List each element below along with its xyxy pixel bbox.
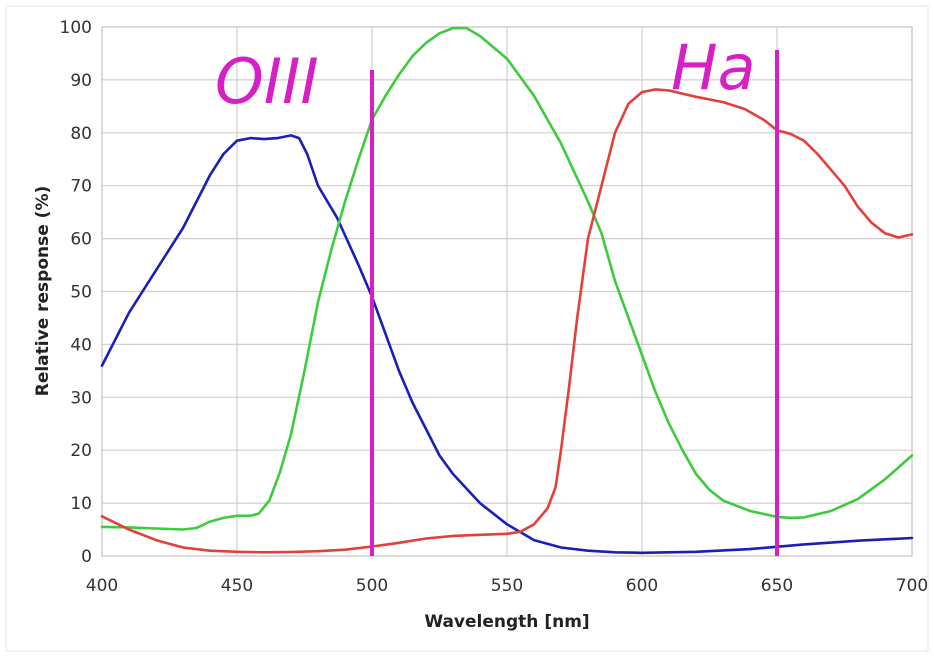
y-tick-label-100: 100 [60,18,92,38]
marker-label-ha: Ha [671,31,756,104]
series-blue-line [100,134,914,555]
x-axis-label: Wavelength [nm] [424,612,589,632]
marker-label-oiii: OIII [215,45,319,118]
x-tick-label-400: 400 [86,576,118,596]
x-tick-label-650: 650 [761,576,793,596]
y-tick-label-70: 70 [70,177,92,197]
plot-area-border [101,26,913,557]
x-tick-label-450: 450 [221,576,253,596]
y-tick-label-50: 50 [70,283,92,303]
x-tick-label-500: 500 [356,576,388,596]
series-red-line [100,88,914,554]
y-tick-label-30: 30 [70,388,92,408]
y-tick-label-60: 60 [70,230,92,250]
series-green-line [100,26,914,531]
x-tick-label-600: 600 [626,576,658,596]
x-tick-label-700: 700 [896,576,928,596]
y-tick-label-20: 20 [70,441,92,461]
outer-frame [5,5,929,652]
x-tick-label-550: 550 [491,576,523,596]
y-tick-label-40: 40 [70,335,92,355]
y-tick-label-0: 0 [81,547,92,567]
y-tick-label-80: 80 [70,124,92,144]
series-group [100,26,914,555]
y-tick-label-90: 90 [70,71,92,91]
tick-labels: 0 10 20 30 40 50 60 70 80 90 100 400 450 500 550 600 650… [60,18,929,596]
y-axis-label: Relative response (%) [33,186,53,397]
y-tick-label-10: 10 [70,494,92,514]
marker-group: OIII Ha [215,31,779,556]
